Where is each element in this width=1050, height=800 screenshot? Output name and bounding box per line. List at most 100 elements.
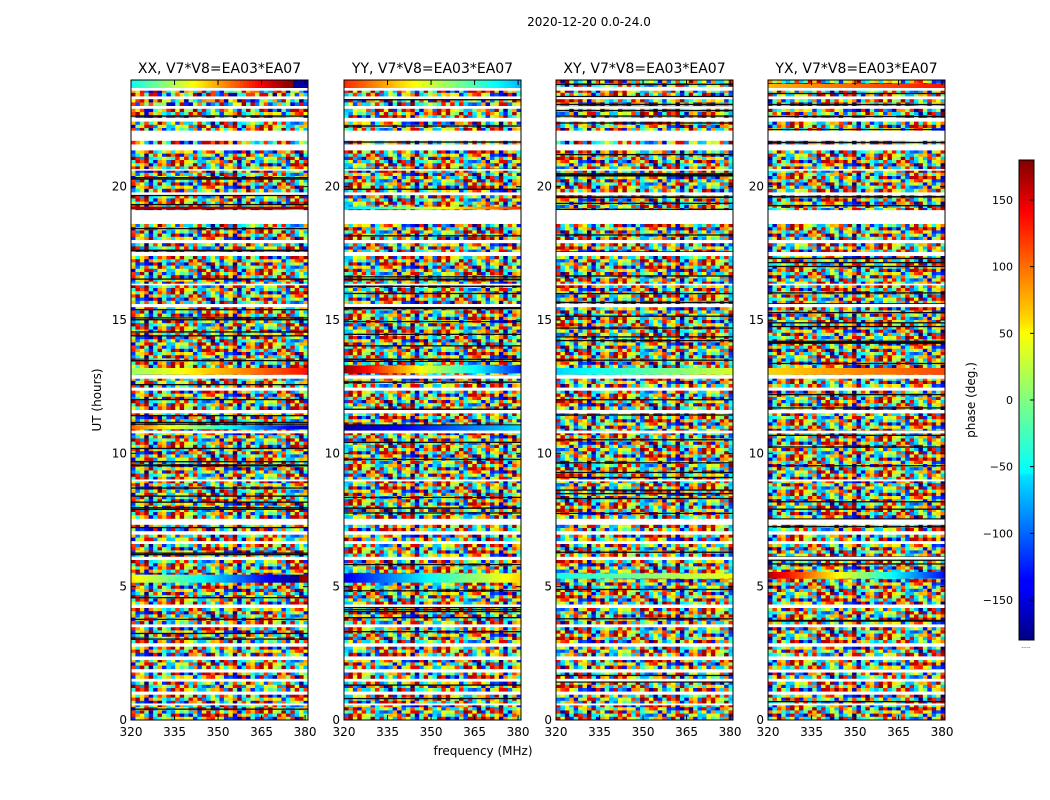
flagged-gap — [556, 210, 733, 220]
flagged-gap — [768, 145, 945, 150]
x-tick-label: 335 — [376, 725, 399, 739]
panel-title: XX, V7*V8=EA03*EA07 — [138, 61, 301, 77]
panel-frame — [555, 79, 734, 721]
x-tick-label: 320 — [757, 725, 780, 739]
flagged-gap — [768, 283, 945, 286]
y-tick-label: 0 — [332, 713, 340, 727]
x-tick-label: 365 — [675, 725, 698, 739]
flagged-gap — [131, 643, 308, 647]
flagged-gap — [556, 519, 733, 524]
flagged-gap — [131, 604, 308, 607]
x-tick-label: 365 — [887, 725, 910, 739]
colorbar-ticks: −150 −100 −50 0 50 100 150 — [983, 194, 1034, 607]
flagged-gap — [556, 410, 733, 414]
flagged-gap — [344, 679, 521, 682]
coherent-band — [131, 574, 308, 583]
y-tick-label: 20 — [537, 180, 552, 194]
flagged-gap — [768, 692, 945, 695]
flagged-gap — [556, 88, 733, 91]
flagged-gap — [768, 192, 945, 195]
colorbar-tick-label: −50 — [990, 461, 1013, 474]
x-tick-label: 320 — [545, 725, 568, 739]
flagged-gap — [131, 169, 308, 171]
flagged-gap — [768, 376, 945, 379]
flagged-gap — [131, 430, 308, 434]
colorbar-tick-label: −100 — [983, 527, 1013, 540]
flagged-gap — [768, 169, 945, 171]
flagged-gap — [768, 604, 945, 607]
phase-heatmap — [344, 80, 521, 720]
y-tick-label: 10 — [325, 446, 340, 460]
flagged-gap — [556, 145, 733, 150]
flagged-gap — [344, 556, 521, 559]
y-tick-label: 20 — [112, 180, 127, 194]
flagged-gap — [344, 252, 521, 255]
y-tick-label: 0 — [119, 713, 127, 727]
flagged-gap — [344, 531, 521, 535]
y-tick-label: 10 — [749, 446, 764, 460]
x-tick-label: 380 — [719, 725, 742, 739]
flagged-gap — [768, 130, 945, 140]
flagged-gap — [556, 240, 733, 243]
y-tick-label: 0 — [544, 713, 552, 727]
flagged-gap — [768, 519, 945, 524]
x-tick-label: 380 — [294, 725, 317, 739]
flagged-gap — [768, 88, 945, 91]
flagged-gap — [131, 531, 308, 535]
flagged-gap — [556, 531, 733, 535]
flagged-gap — [131, 252, 308, 255]
panel-title: XY, V7*V8=EA03*EA07 — [563, 61, 725, 77]
flagged-gap — [344, 106, 521, 108]
flagged-gap — [344, 703, 521, 706]
coherent-band — [344, 425, 521, 431]
flagged-gap — [768, 657, 945, 660]
flagged-gap — [556, 117, 733, 120]
panel-3: XY, V7*V8=EA03*EA07 320 335 350 365 380 0 5 10 15… — [537, 61, 742, 739]
panel-frame — [130, 79, 309, 721]
flagged-gap — [344, 169, 521, 171]
flagged-gap — [344, 97, 521, 99]
flagged-gap — [556, 430, 733, 434]
flagged-gap — [131, 679, 308, 682]
flagged-gap — [556, 643, 733, 647]
flagged-gap — [556, 479, 733, 482]
flagged-gap — [344, 479, 521, 482]
x-axis-label: frequency (MHz) — [433, 744, 532, 758]
x-tick-label: 335 — [588, 725, 611, 739]
coherent-band — [344, 80, 521, 90]
flagged-gap — [556, 192, 733, 195]
flagged-gap — [344, 240, 521, 243]
x-tick-label: 335 — [163, 725, 186, 739]
flagged-gap — [556, 169, 733, 171]
coherent-band — [556, 368, 733, 375]
coherent-band — [131, 368, 308, 375]
colorbar: −150 −100 −50 0 50 100 150 phase (deg.) ..... — [964, 159, 1035, 650]
coherent-band — [768, 572, 945, 579]
flagged-gap — [344, 376, 521, 379]
coherent-band — [768, 84, 945, 90]
coherent-band — [344, 206, 521, 210]
panel-1: XX, V7*V8=EA03*EA07 320 335 350 365 380 0 5 10 15… — [112, 61, 317, 739]
flagged-gap — [344, 519, 521, 524]
flagged-gap — [131, 192, 308, 195]
flagged-gap — [131, 703, 308, 706]
flagged-gap — [344, 117, 521, 120]
flagged-gap — [131, 304, 308, 307]
flagged-gap — [131, 145, 308, 150]
x-tick-label: 350 — [420, 725, 443, 739]
panel-frame — [767, 79, 946, 721]
flagged-gap — [344, 221, 521, 224]
flagged-gap — [131, 669, 308, 673]
coherent-band — [556, 573, 733, 579]
flagged-gap — [131, 479, 308, 482]
coherent-band — [768, 368, 945, 375]
flagged-gap — [768, 410, 945, 414]
y-tick-label: 5 — [544, 580, 552, 594]
flagged-gap — [556, 604, 733, 607]
flagged-gap — [768, 117, 945, 120]
y-tick-label: 15 — [537, 313, 552, 327]
x-tick-label: 365 — [250, 725, 273, 739]
flagged-gap — [131, 556, 308, 559]
flagged-gap — [131, 130, 308, 140]
flagged-gap — [131, 88, 308, 91]
